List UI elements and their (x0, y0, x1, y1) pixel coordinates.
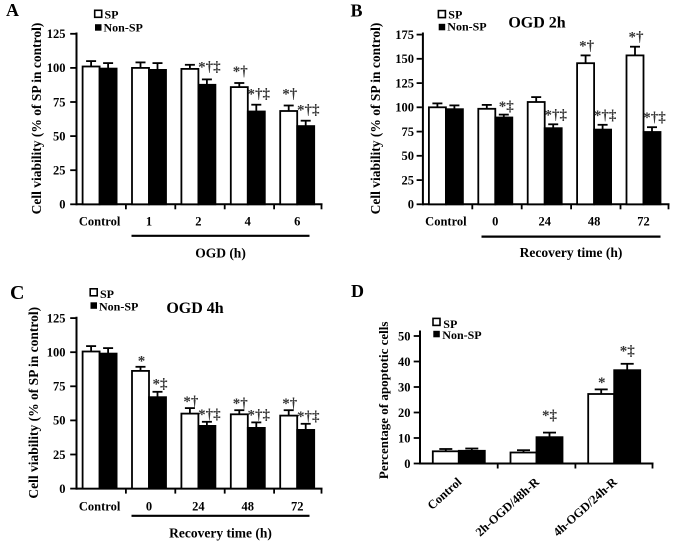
svg-text:*†‡: *†‡ (198, 407, 221, 423)
svg-text:SP: SP (443, 317, 457, 331)
svg-text:*‡: *‡ (620, 343, 636, 359)
svg-text:*†‡: *†‡ (198, 59, 221, 75)
svg-text:75: 75 (53, 95, 66, 109)
svg-text:OGD (h): OGD (h) (195, 246, 246, 261)
svg-text:50: 50 (398, 329, 411, 343)
svg-text:50: 50 (53, 129, 66, 143)
svg-text:50: 50 (402, 149, 415, 163)
svg-text:Control: Control (79, 215, 121, 229)
svg-text:*‡: *‡ (153, 376, 169, 392)
svg-text:*†‡: *†‡ (297, 103, 320, 119)
svg-text:SP: SP (100, 287, 114, 301)
svg-text:*†: *† (282, 87, 298, 103)
svg-text:0: 0 (146, 500, 152, 514)
svg-text:48: 48 (588, 215, 601, 229)
svg-text:75: 75 (402, 125, 415, 139)
svg-text:100: 100 (395, 101, 414, 115)
svg-text:25: 25 (53, 164, 66, 178)
svg-text:B: B (351, 1, 363, 21)
svg-text:0: 0 (59, 198, 65, 212)
svg-text:*: * (598, 375, 606, 391)
svg-text:*†‡: *†‡ (544, 107, 567, 123)
svg-text:24: 24 (538, 215, 551, 229)
svg-text:*†: *† (282, 396, 298, 412)
svg-text:72: 72 (637, 215, 650, 229)
svg-text:25: 25 (53, 448, 66, 462)
svg-text:*†‡: *†‡ (594, 108, 617, 124)
svg-text:0: 0 (404, 457, 410, 471)
svg-text:Control: Control (425, 215, 467, 229)
svg-text:0: 0 (408, 198, 414, 212)
svg-text:40: 40 (398, 355, 411, 369)
svg-text:20: 20 (398, 406, 411, 420)
svg-text:125: 125 (395, 76, 414, 90)
svg-text:*†: *† (233, 64, 249, 80)
svg-text:100: 100 (47, 346, 66, 360)
svg-text:Cell viability (% of SP in con: Cell viability (% of SP in control) (29, 23, 44, 215)
svg-text:OGD 2h: OGD 2h (508, 15, 565, 32)
svg-text:*†: *† (183, 394, 199, 410)
svg-text:1: 1 (146, 215, 152, 229)
svg-text:*†‡: *†‡ (297, 409, 320, 425)
svg-text:*†: *† (233, 396, 249, 412)
svg-text:24: 24 (192, 500, 205, 514)
svg-text:OGD 4h: OGD 4h (166, 300, 223, 317)
svg-text:SP: SP (105, 8, 119, 22)
svg-text:48: 48 (242, 500, 255, 514)
svg-text:30: 30 (398, 380, 411, 394)
svg-text:A: A (6, 0, 19, 20)
svg-text:*†‡: *†‡ (248, 407, 271, 423)
svg-text:*†: *† (579, 38, 595, 54)
svg-text:25: 25 (402, 173, 415, 187)
svg-text:*‡: *‡ (499, 99, 515, 115)
svg-text:*†: *† (629, 30, 645, 46)
svg-text:100: 100 (47, 61, 66, 75)
svg-text:Recovery time (h): Recovery time (h) (520, 245, 623, 260)
svg-text:175: 175 (395, 28, 414, 42)
svg-text:Cell viability (% of SP in con: Cell viability (% of SP in control) (368, 23, 383, 215)
svg-text:2: 2 (195, 215, 201, 229)
svg-text:0: 0 (492, 215, 498, 229)
svg-text:50: 50 (53, 414, 66, 428)
svg-text:125: 125 (47, 311, 66, 325)
svg-text:C: C (10, 282, 24, 304)
svg-text:75: 75 (53, 380, 66, 394)
svg-text:10: 10 (398, 431, 411, 445)
svg-text:Cell viability (% of SP in con: Cell viability (% of SP in control) (26, 307, 41, 499)
svg-text:SP: SP (448, 8, 462, 22)
svg-text:Non-SP: Non-SP (447, 20, 486, 34)
svg-text:72: 72 (291, 500, 304, 514)
svg-text:0: 0 (59, 482, 65, 496)
svg-text:150: 150 (395, 52, 414, 66)
svg-text:Non-SP: Non-SP (104, 20, 143, 34)
svg-text:125: 125 (47, 27, 66, 41)
svg-text:4: 4 (245, 215, 252, 229)
svg-text:Non-SP: Non-SP (442, 328, 481, 342)
svg-text:*†‡: *†‡ (643, 110, 666, 126)
svg-text:*‡: *‡ (542, 408, 558, 424)
svg-text:Recovery time (h): Recovery time (h) (169, 526, 272, 541)
svg-text:6: 6 (294, 215, 300, 229)
svg-text:Control: Control (79, 500, 121, 514)
svg-text:Percentage of apoptotic cells: Percentage of apoptotic cells (376, 322, 391, 480)
svg-text:D: D (351, 281, 364, 301)
svg-text:*: * (138, 353, 146, 369)
svg-text:*†‡: *†‡ (248, 87, 271, 103)
svg-text:Non-SP: Non-SP (99, 299, 138, 313)
